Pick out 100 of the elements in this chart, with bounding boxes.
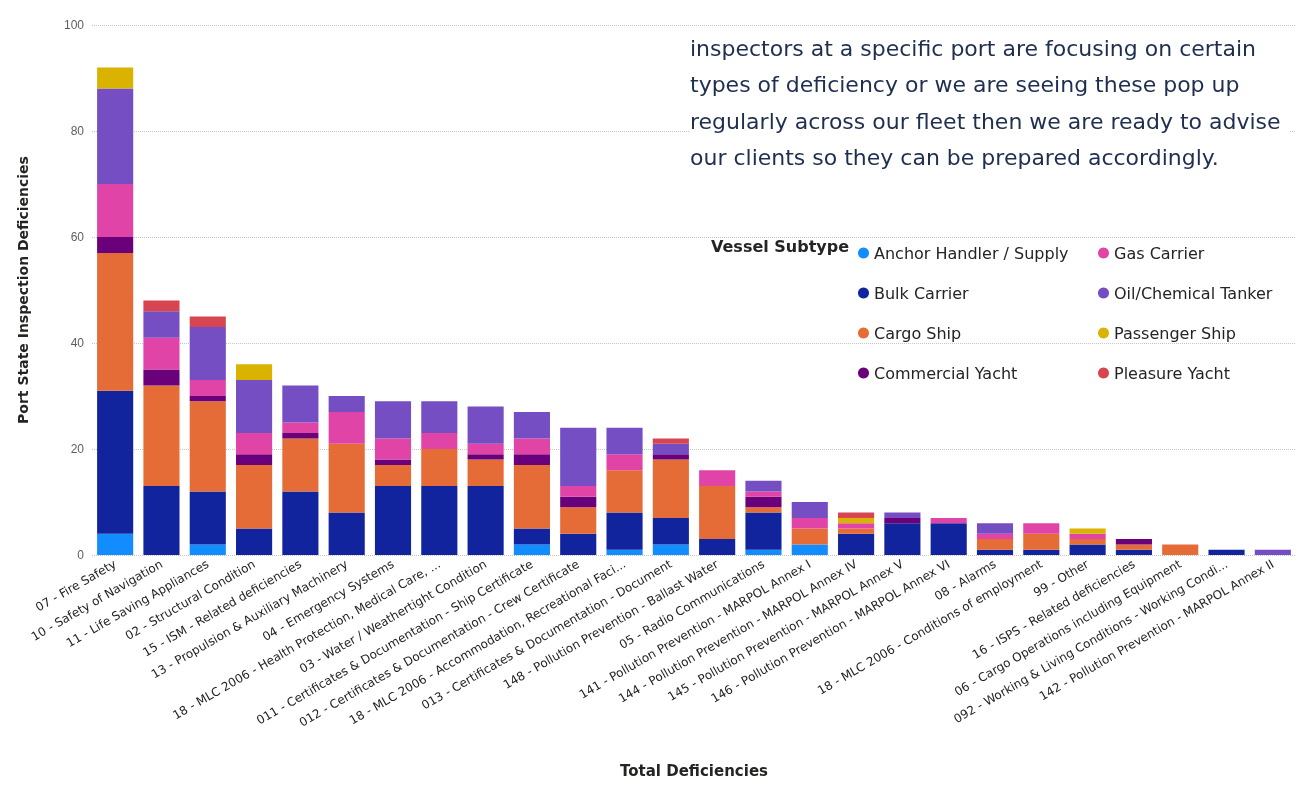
bar [421, 486, 458, 555]
bar [976, 549, 1014, 555]
bar [421, 401, 458, 434]
bar [282, 433, 319, 439]
bar [513, 528, 550, 545]
bar [884, 523, 921, 555]
bar [282, 385, 319, 423]
legend-label: Bulk Carrier [874, 283, 970, 303]
bar [745, 491, 782, 497]
legend-label: Cargo Ship [874, 323, 962, 343]
bar [652, 454, 689, 460]
bar [1069, 533, 1106, 540]
bar [374, 401, 412, 439]
bar [236, 454, 273, 465]
bar [560, 533, 597, 555]
y-tick-label: 20 [70, 442, 85, 456]
bar [374, 464, 412, 487]
bar [189, 544, 226, 555]
bar [745, 507, 782, 513]
bar [97, 184, 134, 237]
y-tick-label: 60 [70, 230, 85, 244]
bar [189, 380, 226, 396]
legend-title: Vessel Subtype [711, 236, 850, 256]
bar [791, 544, 828, 555]
bar [838, 512, 875, 518]
bar [282, 438, 319, 492]
y-tick-label: 80 [70, 124, 85, 138]
annotation: inspectors at a specific port are focusing on certain types of deficiency or we are seeing these pop up regularly across our fleet then we are ready to advise our clients so they can be prepared accordingly. [690, 35, 1288, 171]
legend-label: Gas Carrier [1114, 243, 1205, 263]
bar [606, 454, 643, 471]
bar [606, 470, 643, 513]
bar [560, 427, 597, 487]
x-axis-title: Total Deficiencies [620, 761, 769, 780]
bar [1023, 549, 1060, 555]
bar [189, 327, 226, 381]
bar [699, 486, 736, 540]
bar [699, 539, 736, 555]
bar [513, 544, 550, 555]
bar [1162, 544, 1199, 555]
bar [143, 337, 180, 370]
bar [930, 517, 967, 524]
legend-label: Anchor Handler / Supply [874, 243, 1069, 263]
bar [236, 364, 273, 381]
bar [374, 486, 412, 555]
bar [374, 438, 412, 460]
bar [1254, 549, 1291, 555]
bar [838, 523, 875, 529]
bar [328, 443, 365, 513]
bar [1115, 549, 1152, 555]
bar [97, 67, 134, 89]
bar [652, 459, 689, 518]
bar [467, 406, 504, 444]
bar [513, 454, 550, 465]
bar [652, 544, 689, 555]
bar [652, 443, 689, 455]
bar [467, 486, 504, 555]
bar [421, 433, 458, 449]
bar [1115, 544, 1152, 550]
bar [560, 496, 597, 508]
bar [560, 486, 597, 497]
bar [143, 369, 180, 386]
bar [745, 549, 782, 555]
bar [930, 523, 967, 555]
bar [97, 533, 134, 555]
bar [236, 380, 273, 434]
bar [189, 316, 226, 328]
bar [1208, 549, 1245, 555]
bar [1023, 523, 1060, 534]
bar [189, 491, 226, 545]
bar [745, 512, 782, 550]
y-tick-label: 0 [77, 548, 85, 562]
bar [1069, 528, 1106, 534]
bar [143, 486, 180, 555]
bar [513, 411, 550, 439]
bar [97, 390, 134, 534]
bar [236, 433, 273, 455]
bar [328, 411, 365, 444]
bar [1069, 539, 1106, 545]
legend-label: Pleasure Yacht [1114, 363, 1230, 383]
bar [976, 533, 1014, 540]
bar [143, 385, 180, 487]
bar [976, 539, 1014, 550]
bar [513, 438, 550, 455]
bar [467, 454, 504, 460]
bar [1069, 544, 1106, 555]
y-tick-label: 100 [63, 18, 85, 32]
bar [699, 470, 736, 487]
y-tick-label: 40 [70, 336, 85, 350]
bar [374, 459, 412, 465]
bar [467, 443, 504, 455]
bar [884, 512, 921, 518]
bar [189, 401, 226, 492]
bar [143, 300, 180, 312]
bar [328, 396, 365, 412]
bar [838, 533, 875, 555]
bar [282, 491, 319, 555]
legend-label: Oil/Chemical Tanker [1114, 283, 1273, 303]
bar [236, 464, 273, 529]
bar [745, 496, 782, 508]
bar [236, 528, 273, 555]
